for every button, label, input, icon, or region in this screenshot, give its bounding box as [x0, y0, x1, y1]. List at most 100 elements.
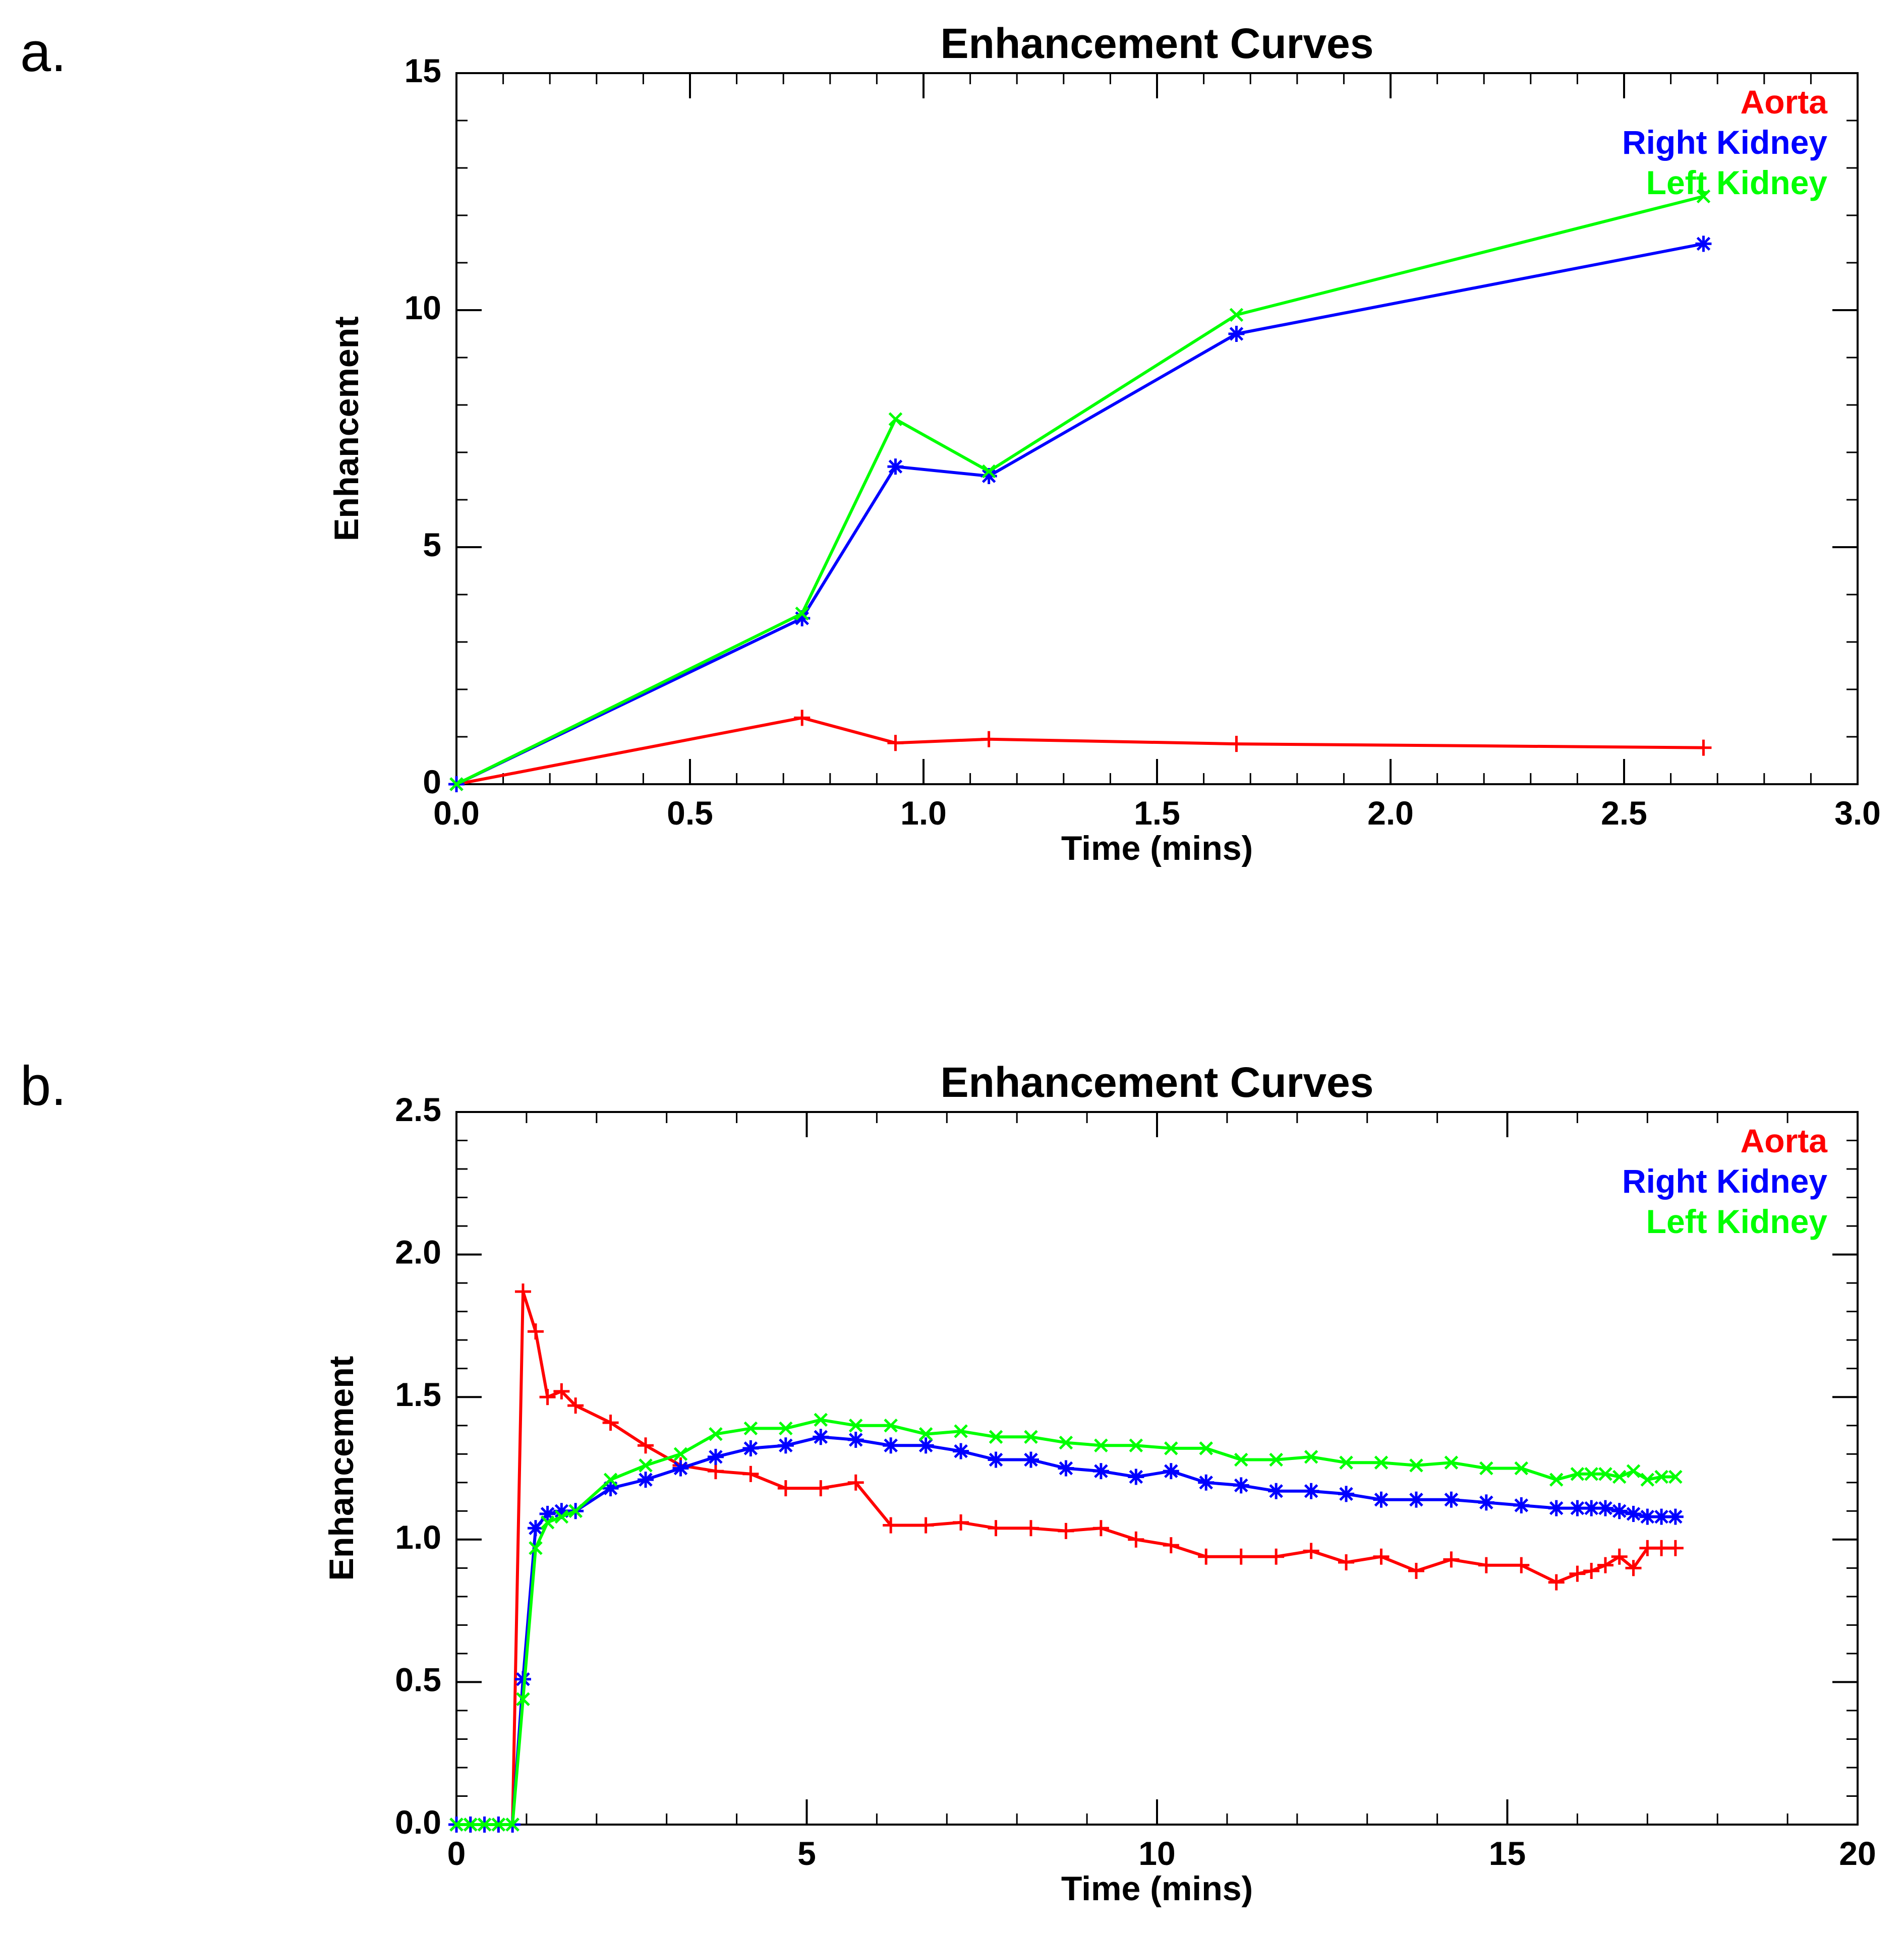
- data-point-left-kidney: [1514, 1461, 1529, 1476]
- data-point-right-kidney: [953, 1443, 969, 1459]
- data-point-aorta: [1163, 1537, 1179, 1554]
- chart-b: Enhancement Curves 0 5 10 15 20 0.0 0.5 1.0 1.5 2.…: [322, 1059, 1876, 1908]
- data-point-right-kidney: [1058, 1460, 1074, 1477]
- data-point-left-kidney: [1199, 1441, 1213, 1455]
- data-point-left-kidney: [1654, 1470, 1668, 1484]
- x-axis-label: Time (mins): [1061, 1869, 1253, 1908]
- y-tick-label: 2.5: [395, 1091, 441, 1128]
- series-aorta: [448, 1283, 1684, 1833]
- data-point-aorta: [1597, 1557, 1613, 1573]
- data-point-aorta: [1268, 1548, 1285, 1565]
- x-tick-label: 10: [1138, 1835, 1175, 1872]
- series-line-left-kidney: [456, 1418, 1676, 1826]
- y-tick-label: 5: [423, 526, 441, 563]
- x-tick-label: 2.5: [1601, 794, 1647, 832]
- series-line-right-kidney: [456, 1435, 1676, 1826]
- y-tick-label: 10: [405, 289, 441, 326]
- data-point-right-kidney: [638, 1472, 654, 1488]
- data-point-left-kidney: [1598, 1467, 1612, 1481]
- data-point-left-kidney: [1374, 1455, 1389, 1470]
- data-point-aorta: [553, 1383, 570, 1399]
- legend-entry-aorta: Aorta: [1741, 83, 1828, 121]
- legend-entry-left-kidney: Left Kidney: [1646, 164, 1828, 201]
- data-point-left-kidney: [848, 1418, 863, 1433]
- x-axis-label: Time (mins): [1061, 829, 1253, 867]
- data-point-left-kidney: [1339, 1455, 1353, 1470]
- data-point-aorta: [1303, 1543, 1319, 1559]
- panel-label-b: b.: [20, 1055, 67, 1117]
- data-point-right-kidney: [527, 1520, 544, 1537]
- data-point-aorta: [1228, 736, 1245, 752]
- data-point-aorta: [1408, 1562, 1424, 1579]
- data-point-left-kidney: [1129, 1438, 1143, 1453]
- data-point-left-kidney: [989, 1430, 1003, 1444]
- data-point-left-kidney: [814, 1413, 828, 1427]
- data-point-right-kidney: [1611, 1503, 1628, 1519]
- y-tick-label: 15: [405, 52, 441, 89]
- x-tick-label: 3.0: [1834, 794, 1881, 832]
- data-point-left-kidney: [1584, 1467, 1598, 1481]
- chart-title: Enhancement Curves: [941, 20, 1374, 67]
- data-point-aorta: [742, 1466, 759, 1482]
- data-point-aorta: [707, 1463, 724, 1480]
- y-tick-label: 0.0: [395, 1803, 441, 1841]
- data-point-left-kidney: [491, 1818, 506, 1832]
- data-point-right-kidney: [1513, 1497, 1530, 1513]
- data-point-aorta: [1058, 1522, 1074, 1539]
- data-point-right-kidney: [672, 1460, 689, 1477]
- data-point-left-kidney: [709, 1427, 723, 1441]
- y-axis-label: Enhancement: [327, 316, 366, 541]
- data-point-left-kidney: [449, 1818, 464, 1832]
- data-point-left-kidney: [540, 1515, 555, 1530]
- series-line-aorta: [456, 716, 1704, 786]
- data-point-aorta: [1611, 1548, 1628, 1565]
- data-point-right-kidney: [1478, 1494, 1494, 1511]
- data-point-right-kidney: [1569, 1500, 1586, 1516]
- legend-entry-left-kidney: Left Kidney: [1646, 1203, 1828, 1240]
- data-point-right-kidney: [1233, 1477, 1249, 1494]
- data-point-aorta: [794, 710, 811, 726]
- data-point-left-kidney: [449, 777, 464, 791]
- data-point-left-kidney: [1626, 1464, 1641, 1478]
- legend-entry-right-kidney: Right Kidney: [1622, 124, 1827, 161]
- data-point-left-kidney: [918, 1427, 933, 1441]
- data-point-left-kidney: [1668, 1470, 1683, 1484]
- data-point-aorta: [980, 731, 997, 747]
- x-tick-label: 2.0: [1367, 794, 1414, 832]
- data-point-aorta: [539, 1389, 556, 1405]
- data-point-right-kidney: [917, 1437, 934, 1454]
- x-tick-label: 1.5: [1134, 794, 1180, 832]
- data-point-aorta: [1338, 1554, 1355, 1571]
- data-point-right-kidney: [1092, 1463, 1109, 1480]
- data-point-aorta: [917, 1517, 934, 1534]
- data-point-aorta: [1569, 1565, 1586, 1582]
- data-point-left-kidney: [673, 1447, 688, 1461]
- y-tick-label: 0.5: [395, 1661, 441, 1698]
- data-point-right-kidney: [1303, 1483, 1319, 1499]
- data-point-aorta: [1695, 739, 1712, 756]
- legend-entry-right-kidney: Right Kidney: [1622, 1162, 1827, 1200]
- data-point-aorta: [813, 1480, 829, 1497]
- data-point-left-kidney: [954, 1424, 968, 1438]
- data-point-left-kidney: [795, 606, 810, 621]
- series-left-kidney: [449, 1413, 1683, 1832]
- data-point-right-kidney: [1625, 1505, 1642, 1522]
- data-point-left-kidney: [1094, 1438, 1108, 1453]
- data-point-left-kidney: [982, 464, 996, 479]
- series-left-kidney: [449, 189, 1711, 791]
- data-point-left-kidney: [1409, 1458, 1423, 1473]
- data-point-left-kidney: [1479, 1461, 1493, 1476]
- data-point-left-kidney: [888, 412, 903, 426]
- data-point-left-kidney: [639, 1458, 653, 1473]
- data-point-aorta: [777, 1480, 794, 1497]
- data-point-right-kidney: [602, 1480, 619, 1497]
- series-right-kidney: [448, 1429, 1684, 1833]
- y-tick-label: 1.5: [395, 1376, 441, 1413]
- data-point-right-kidney: [887, 458, 904, 475]
- y-tick-label: 0: [423, 763, 441, 800]
- chart-title: Enhancement Curves: [941, 1059, 1374, 1106]
- x-tick-label: 1.0: [900, 794, 947, 832]
- data-point-right-kidney: [1163, 1463, 1179, 1480]
- data-point-right-kidney: [707, 1448, 724, 1465]
- data-point-right-kidney: [1443, 1491, 1460, 1508]
